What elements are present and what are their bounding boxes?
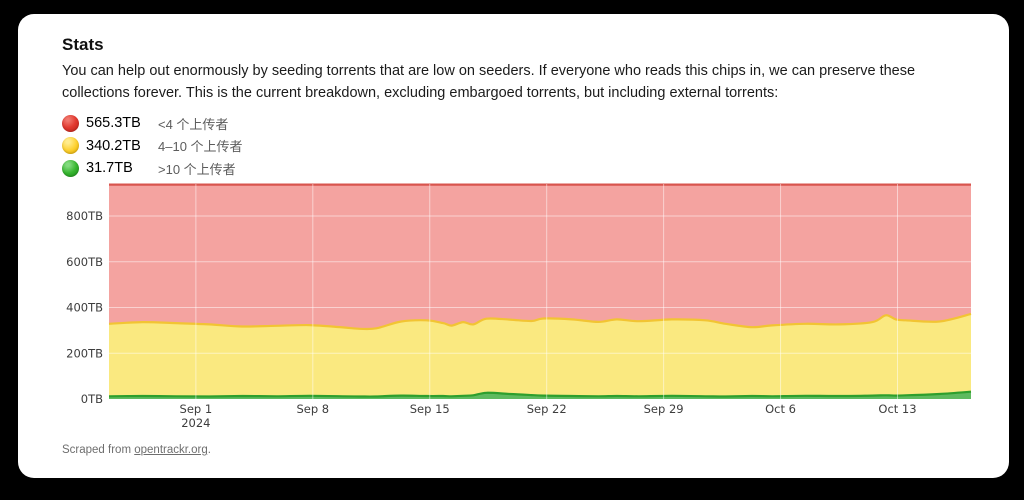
svg-text:Oct 13: Oct 13 xyxy=(878,402,916,416)
svg-text:400TB: 400TB xyxy=(66,301,103,315)
svg-text:Sep 15: Sep 15 xyxy=(410,402,450,416)
svg-text:Sep 29: Sep 29 xyxy=(644,402,684,416)
legend: 565.3TB <4 个上传者 340.2TB 4–10 个上传者 31.7TB… xyxy=(62,112,969,180)
yellow-line xyxy=(108,312,972,331)
legend-item-green: 31.7TB >10 个上传者 xyxy=(62,157,969,180)
svg-text:Sep 8: Sep 8 xyxy=(296,402,329,416)
svg-text:200TB: 200TB xyxy=(66,346,103,360)
green-area xyxy=(109,391,971,399)
svg-text:Oct 6: Oct 6 xyxy=(765,402,796,416)
svg-text:800TB: 800TB xyxy=(66,209,103,223)
svg-text:0TB: 0TB xyxy=(81,392,103,406)
svg-text:Sep 1: Sep 1 xyxy=(180,402,213,416)
gridlines xyxy=(109,184,971,399)
svg-text:2024: 2024 xyxy=(181,416,210,430)
legend-value: 340.2TB xyxy=(86,137,141,154)
yellow-circle-icon xyxy=(62,137,79,155)
red-circle-icon xyxy=(62,114,79,132)
stats-chart: Sep 1 2024 Sep 8 Sep 15 Sep 22 Sep 29 Oct 6 Oct… xyxy=(62,182,1002,432)
legend-label: >10 个上传者 xyxy=(158,161,236,177)
footer-suffix: . xyxy=(207,444,211,456)
stats-card: Stats You can help out enormously by see… xyxy=(18,14,1009,478)
footer-prefix: Scraped from xyxy=(62,444,135,456)
svg-text:600TB: 600TB xyxy=(66,255,103,269)
yellow-area xyxy=(109,313,971,399)
footer-note: Scraped from opentrackr.org. xyxy=(62,444,211,456)
legend-value: 31.7TB xyxy=(86,160,133,177)
stats-description: You can help out enormously by seeding t… xyxy=(62,63,916,101)
y-axis-labels: 0TB 200TB 400TB 600TB 800TB xyxy=(66,209,103,406)
green-circle-icon xyxy=(62,159,79,177)
legend-value: 565.3TB xyxy=(86,115,141,132)
legend-label: <4 个上传者 xyxy=(158,116,229,132)
green-line xyxy=(108,390,972,398)
legend-item-yellow: 340.2TB 4–10 个上传者 xyxy=(62,135,969,158)
legend-item-red: 565.3TB <4 个上传者 xyxy=(62,112,969,135)
chart-areas xyxy=(108,183,972,399)
opentrackr-link[interactable]: opentrackr.org xyxy=(134,444,208,456)
legend-label: 4–10 个上传者 xyxy=(158,139,243,155)
page-title: Stats xyxy=(62,35,104,54)
svg-text:Sep 22: Sep 22 xyxy=(527,402,567,416)
